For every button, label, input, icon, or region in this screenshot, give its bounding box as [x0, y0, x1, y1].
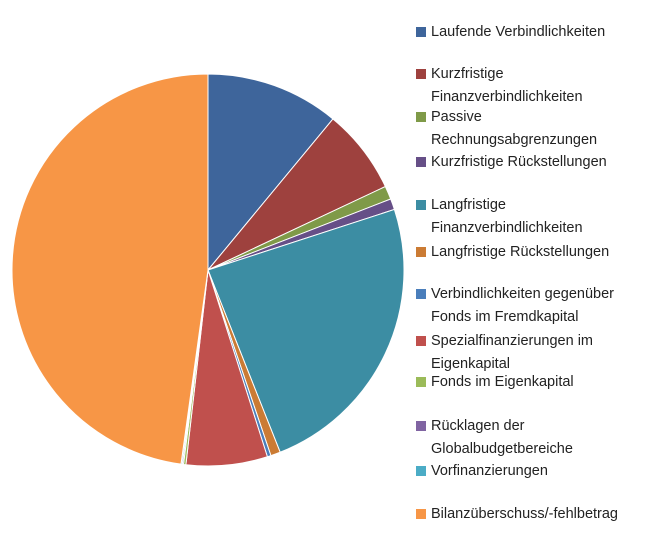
legend-swatch [416, 27, 426, 37]
legend-label: Langfristige Finanzverbindlichkeiten [431, 197, 583, 236]
legend-swatch [416, 247, 426, 257]
legend-item: Kurzfristige Rückstellungen [416, 151, 638, 174]
pie-slice [11, 73, 209, 465]
legend-swatch [416, 377, 426, 387]
legend-label: Passive Rechnungsabgrenzungen [431, 109, 598, 148]
legend-label: Vorfinanzierungen [431, 463, 548, 479]
legend-swatch [416, 466, 426, 476]
legend-label: Langfristige Rückstellungen [431, 244, 610, 260]
legend-label: Fonds im Eigenkapital [431, 374, 574, 390]
legend-label: Rücklagen der Globalbudgetbereiche [431, 418, 573, 457]
legend-label: Bilanzüberschuss/-fehlbetrag [431, 506, 618, 522]
legend-item: Vorfinanzierungen [416, 460, 638, 483]
legend-swatch [416, 336, 426, 346]
legend-swatch [416, 421, 426, 431]
legend-swatch [416, 289, 426, 299]
legend-swatch [416, 69, 426, 79]
pie-slice [207, 73, 334, 272]
legend-swatch [416, 509, 426, 519]
legend-item: Laufende Verbindlichkeiten [416, 21, 638, 44]
legend-item: Rücklagen der Globalbudgetbereiche [416, 415, 638, 461]
legend-label: Laufende Verbindlichkeiten [431, 24, 606, 40]
legend-label: Spezialfinanzierungen im Eigenkapital [431, 333, 594, 372]
legend-item: Passive Rechnungsabgrenzungen [416, 106, 638, 152]
legend-swatch [416, 157, 426, 167]
pie-slice [207, 208, 405, 453]
legend-label: Kurzfristige Rückstellungen [431, 154, 607, 170]
legend-item: Verbindlichkeiten gegenüber Fonds im Fre… [416, 283, 638, 329]
legend-label: Verbindlichkeiten gegenüber Fonds im Fre… [431, 286, 614, 325]
legend-swatch [416, 112, 426, 122]
legend-item: Spezialfinanzierungen im Eigenkapital [416, 330, 638, 376]
legend-label: Kurzfristige Finanzverbindlichkeiten [431, 66, 583, 105]
legend-item: Kurzfristige Finanzverbindlichkeiten [416, 63, 638, 109]
legend-swatch [416, 200, 426, 210]
legend-item: Langfristige Finanzverbindlichkeiten [416, 194, 638, 240]
legend-item: Langfristige Rückstellungen [416, 241, 638, 264]
legend-item: Fonds im Eigenkapital [416, 371, 638, 394]
legend-item: Bilanzüberschuss/-fehlbetrag [416, 503, 638, 526]
